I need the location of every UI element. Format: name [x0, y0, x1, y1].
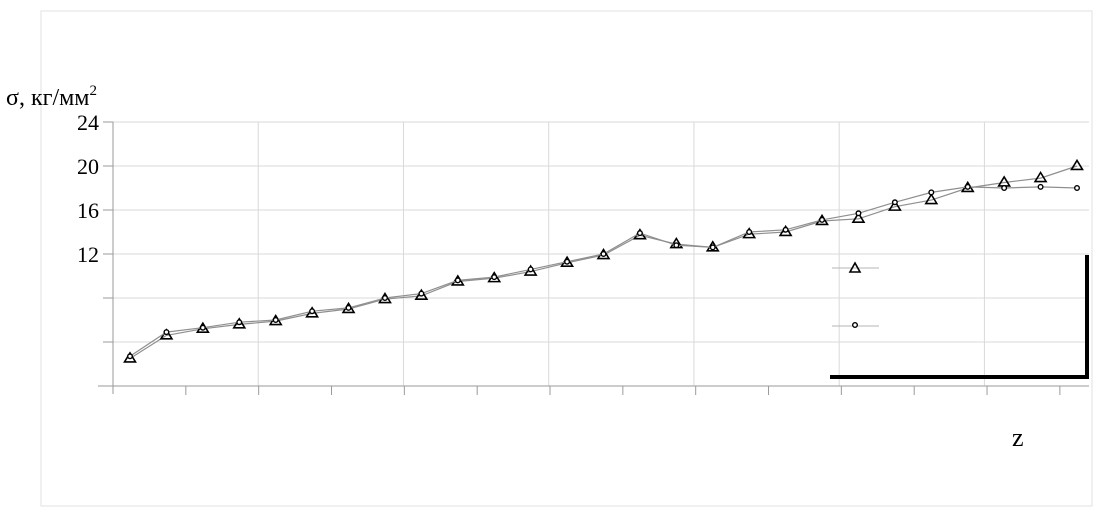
data-point-circle — [891, 199, 898, 206]
legend-frame — [830, 255, 1089, 379]
data-point-circle — [199, 324, 206, 331]
data-point-circle — [126, 353, 133, 360]
data-point-circle — [454, 277, 461, 284]
data-point-triangle — [851, 211, 866, 224]
data-point-circle — [345, 304, 352, 311]
data-point-circle — [782, 226, 789, 233]
data-point-triangle — [1070, 158, 1084, 171]
data-point-circle — [964, 183, 971, 190]
y-tick-label: 24 — [77, 110, 99, 135]
legend — [830, 255, 1089, 379]
y-tick-labels: 24 20 16 12 — [77, 110, 99, 267]
data-point-circle — [236, 319, 243, 326]
data-point-triangle — [1033, 170, 1048, 183]
data-point-circle — [491, 274, 498, 281]
data-point-circle — [1073, 184, 1080, 191]
data-point-circle — [381, 295, 388, 302]
data-point-circle — [272, 317, 279, 324]
axes — [98, 121, 1089, 395]
data-point-triangle — [887, 199, 902, 211]
grid-lines — [113, 121, 1089, 386]
data-point-circle — [1037, 183, 1044, 190]
data-point-circle — [418, 290, 425, 297]
chart-frame — [40, 10, 1093, 507]
data-point-circle — [709, 244, 716, 251]
series-2-line — [129, 186, 1078, 357]
y-axis-label-main: σ, кг/мм — [6, 85, 89, 111]
y-axis-label-superscript: 2 — [89, 83, 97, 99]
y-tick-label: 12 — [77, 242, 99, 267]
y-tick-label: 20 — [77, 154, 99, 179]
series-2 — [126, 183, 1080, 360]
legend-marker-circle — [852, 322, 859, 329]
data-point-circle — [746, 228, 753, 235]
series-1-line — [129, 165, 1078, 360]
series-group — [123, 158, 1084, 363]
x-axis-label: z — [1012, 423, 1024, 452]
data-point-circle — [309, 308, 316, 315]
data-point-circle — [819, 216, 826, 223]
data-point-circle — [163, 329, 170, 336]
y-tick-label: 16 — [77, 198, 99, 223]
y-axis-label: σ, кг/мм2 — [6, 83, 97, 111]
series-1 — [123, 158, 1084, 363]
legend-marker-triangle — [848, 261, 862, 273]
data-point-circle — [636, 230, 643, 237]
data-point-circle — [564, 258, 571, 265]
data-point-triangle — [997, 175, 1012, 187]
data-point-circle — [600, 250, 607, 257]
data-point-circle — [673, 242, 680, 249]
data-point-circle — [928, 189, 935, 196]
data-point-circle — [855, 210, 862, 217]
data-point-circle — [527, 266, 534, 273]
data-point-triangle — [924, 192, 939, 205]
data-point-circle — [1001, 184, 1008, 191]
